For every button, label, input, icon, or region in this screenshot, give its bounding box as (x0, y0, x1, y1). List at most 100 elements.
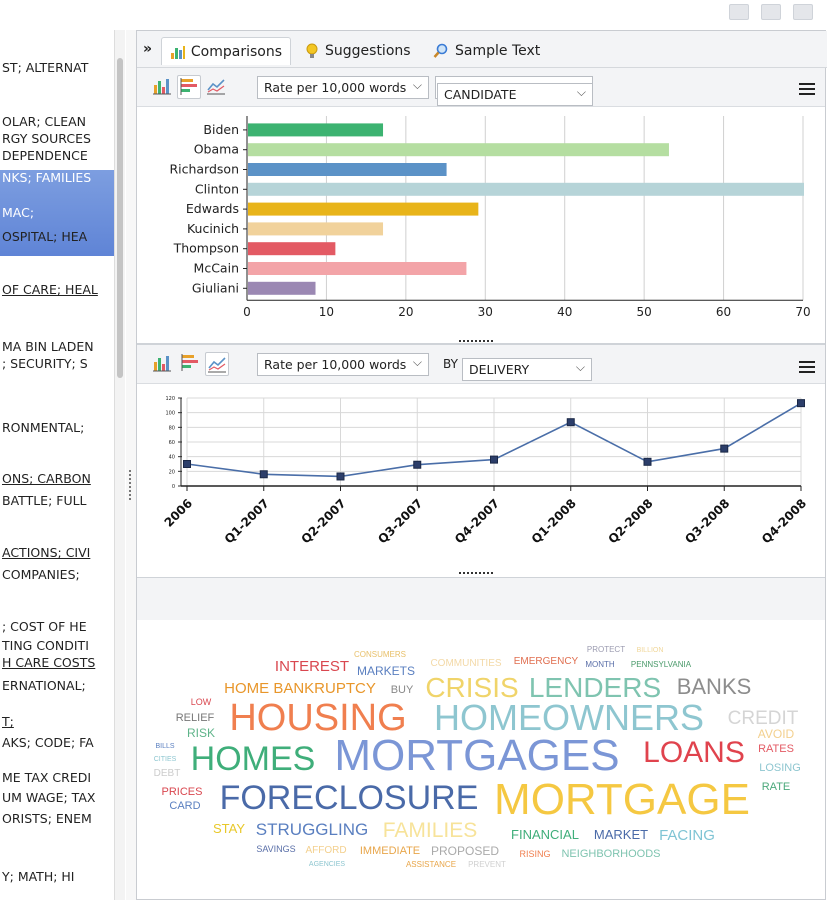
panel1-menu-icon[interactable] (799, 83, 815, 95)
left-scrollbar-thumb[interactable] (117, 58, 123, 378)
window-icon-2[interactable] (761, 4, 781, 20)
splitter-grip[interactable] (129, 470, 134, 500)
left-pane-row[interactable]: DEPENDENCE (2, 148, 88, 163)
x-tick-label: Q4-2008 (759, 496, 809, 546)
left-pane-row[interactable]: OF CARE; HEAL (2, 282, 98, 297)
left-pane-row[interactable]: COMPANIES; (2, 567, 80, 582)
data-point[interactable] (797, 399, 805, 408)
x-tick-label: 70 (795, 305, 810, 319)
left-text-pane: ST; ALTERNAT OLAR; CLEAN RGY SOURCES DEPEND… (0, 30, 127, 900)
tab-comparisons[interactable]: Comparisons (161, 37, 291, 65)
tab-suggestions[interactable]: Suggestions (297, 37, 427, 65)
vertical-bar-chart-button[interactable] (151, 352, 175, 376)
bar[interactable] (248, 163, 447, 176)
left-pane-row[interactable]: H CARE COSTS (2, 655, 96, 670)
category-label: Giuliani (192, 280, 239, 295)
left-pane-row[interactable]: ACTIONS; CIVI (2, 545, 91, 560)
resize-handle[interactable] (459, 572, 493, 577)
data-point[interactable] (720, 444, 729, 453)
bar[interactable] (248, 123, 384, 137)
left-pane-row[interactable]: ORISTS; ENEM (2, 811, 92, 826)
vertical-bar-chart-button[interactable] (151, 75, 175, 99)
vertical-bar-chart-icon (153, 79, 171, 95)
x-tick-label: Q4-2007 (452, 496, 502, 546)
bar[interactable] (248, 262, 467, 275)
left-pane-row[interactable]: NKS; FAMILIES (2, 170, 92, 185)
tab-comparisons-label: Comparisons (190, 43, 282, 60)
tab-suggestions-label: Suggestions (325, 43, 411, 59)
left-pane-row[interactable]: ME TAX CREDI (2, 770, 92, 785)
metric-select-value: Rate per 10,000 words (264, 357, 407, 372)
chevron-down-icon: ⌵ (412, 355, 422, 369)
x-tick-label: Q3-2008 (682, 496, 732, 546)
left-pane-row[interactable]: ; COST OF HE (2, 619, 87, 634)
left-pane-row[interactable]: MA BIN LADEN (2, 339, 94, 354)
left-pane-row[interactable]: BATTLE; FULL (2, 493, 87, 508)
chevron-down-icon: ⌵ (575, 360, 585, 374)
x-tick-label: 2006 (162, 496, 196, 530)
left-pane-row[interactable]: UM WAGE; TAX (2, 790, 96, 805)
left-pane-row[interactable]: ONS; CARBON (2, 471, 91, 486)
y-tick-label: 40 (169, 455, 175, 461)
data-point[interactable] (566, 418, 575, 427)
tab-sample-text[interactable]: Sample Text (425, 37, 555, 65)
panel2-menu-icon[interactable] (799, 361, 815, 373)
left-pane-row[interactable]: T; (2, 714, 14, 729)
panel-divider[interactable] (137, 343, 825, 345)
left-selection-highlight (0, 170, 114, 256)
left-pane-row[interactable]: ; SECURITY; S (2, 356, 88, 371)
by-select[interactable]: CANDIDATE ⌵ (437, 83, 593, 106)
left-pane-row[interactable]: MAC; (2, 205, 35, 220)
category-label: Kucinich (187, 221, 239, 236)
magnifier-icon (433, 43, 448, 58)
line-chart-button[interactable] (205, 352, 229, 376)
window-icon-1[interactable] (729, 4, 749, 20)
vertical-bar-chart-icon (153, 356, 171, 372)
metric-select[interactable]: Rate per 10,000 words ⌵ (257, 76, 429, 99)
window-icon-3[interactable] (793, 4, 813, 20)
left-pane-row[interactable]: ERNATIONAL; (2, 678, 86, 693)
y-tick-label: 0 (172, 484, 175, 490)
line-chart-button[interactable] (205, 75, 229, 99)
x-tick-label: Q3-2007 (375, 496, 425, 546)
bar[interactable] (248, 222, 384, 236)
bar[interactable] (248, 242, 336, 256)
bar[interactable] (248, 281, 316, 295)
left-pane-row[interactable]: AKS; CODE; FA (2, 735, 94, 750)
x-tick-label: 20 (398, 305, 413, 319)
horizontal-bar-chart-button[interactable] (177, 75, 201, 99)
data-point[interactable] (259, 470, 268, 479)
by-select[interactable]: DELIVERY ⌵ (462, 358, 592, 381)
line-chart-icon (208, 357, 226, 373)
bar[interactable] (248, 182, 804, 196)
left-pane-row[interactable]: RGY SOURCES (2, 131, 91, 146)
line-chart: 0 20 40 60 80 100 120 2006 Q1-2007 Q2-2007 Q3-2007… (162, 396, 810, 546)
metric-select-value: Rate per 10,000 words (264, 80, 407, 95)
y-tick-label: 80 (169, 425, 175, 431)
collapse-chevron-icon[interactable]: » (143, 41, 153, 57)
left-pane-row[interactable]: OSPITAL; HEA (2, 229, 88, 244)
bar-chart: 0 10 20 30 40 50 60 70 Biden Obama Richardson Clint… (169, 116, 811, 319)
data-point[interactable] (643, 457, 652, 466)
data-point[interactable] (183, 460, 191, 468)
data-point[interactable] (413, 460, 422, 469)
bar[interactable] (248, 202, 479, 216)
horizontal-bar-chart-button[interactable] (179, 352, 203, 376)
category-label: Thompson (173, 241, 239, 256)
left-pane-row[interactable]: RONMENTAL; (2, 420, 85, 435)
left-pane-row[interactable]: OLAR; CLEAN (2, 114, 87, 129)
left-pane-row[interactable]: TING CONDITI (2, 638, 89, 653)
data-point[interactable] (336, 472, 345, 481)
data-point[interactable] (490, 455, 498, 464)
metric-select[interactable]: Rate per 10,000 words ⌵ (257, 353, 429, 376)
left-scrollbar[interactable] (114, 30, 125, 900)
bar[interactable] (248, 143, 669, 157)
x-tick-label: 10 (319, 305, 334, 319)
x-tick-label: 50 (637, 305, 652, 319)
resize-handle[interactable] (459, 340, 493, 345)
left-pane-row[interactable]: Y; MATH; HI (2, 869, 75, 884)
chevron-down-icon: ⌵ (412, 78, 422, 92)
left-pane-row[interactable]: ST; ALTERNAT (2, 60, 89, 75)
x-tick-label: 0 (243, 305, 251, 319)
horizontal-bar-chart-icon (180, 78, 197, 95)
